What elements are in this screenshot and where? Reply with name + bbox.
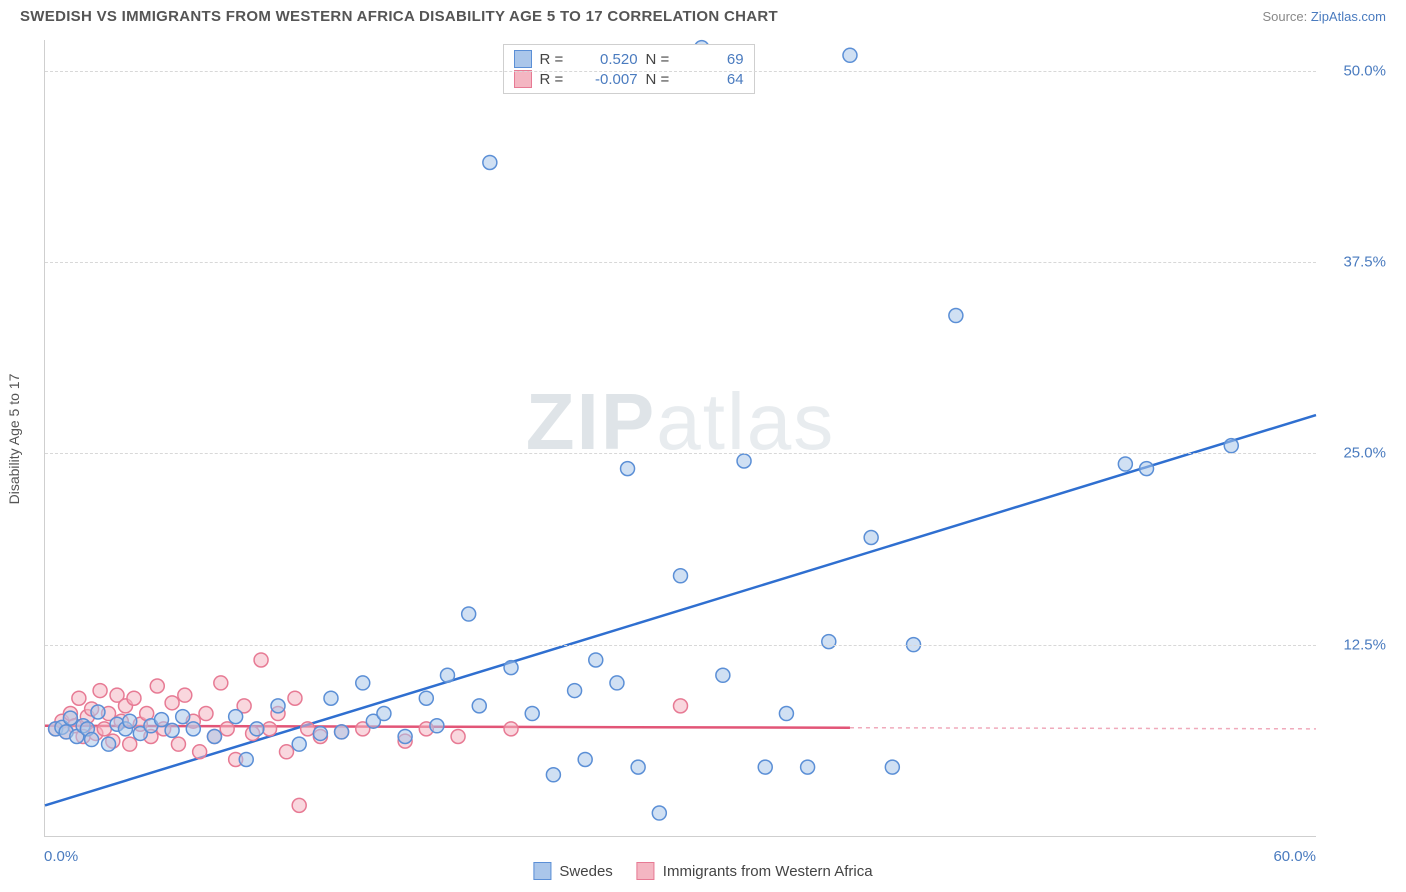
chart-area: Disability Age 5 to 17 ZIPatlas R = 0.52… bbox=[44, 40, 1316, 837]
x-tick-max: 60.0% bbox=[1273, 848, 1316, 865]
legend-label-swedes: Swedes bbox=[559, 863, 612, 880]
source-link[interactable]: ZipAtlas.com bbox=[1311, 9, 1386, 24]
source-prefix: Source: bbox=[1262, 9, 1310, 24]
chart-title: SWEDISH VS IMMIGRANTS FROM WESTERN AFRIC… bbox=[20, 8, 778, 25]
r-label: R = bbox=[540, 71, 570, 88]
y-tick-label: 37.5% bbox=[1326, 253, 1386, 270]
legend-item-swedes: Swedes bbox=[533, 862, 612, 880]
chart-header: SWEDISH VS IMMIGRANTS FROM WESTERN AFRIC… bbox=[0, 0, 1406, 29]
n-value-swedes: 69 bbox=[684, 51, 744, 68]
y-tick-label: 50.0% bbox=[1326, 62, 1386, 79]
legend-label-immigrants: Immigrants from Western Africa bbox=[663, 863, 873, 880]
legend-row-swedes: R = 0.520 N = 69 bbox=[514, 49, 744, 69]
swatch-immigrants bbox=[514, 70, 532, 88]
x-tick-min: 0.0% bbox=[44, 848, 78, 865]
swatch-immigrants-icon bbox=[637, 862, 655, 880]
legend-item-immigrants: Immigrants from Western Africa bbox=[637, 862, 873, 880]
n-label: N = bbox=[646, 51, 676, 68]
source-attribution: Source: ZipAtlas.com bbox=[1262, 9, 1386, 24]
r-value-immigrants: -0.007 bbox=[578, 71, 638, 88]
y-tick-label: 25.0% bbox=[1326, 445, 1386, 462]
r-label: R = bbox=[540, 51, 570, 68]
correlation-legend: R = 0.520 N = 69 R = -0.007 N = 64 bbox=[503, 44, 755, 94]
series-legend: Swedes Immigrants from Western Africa bbox=[533, 862, 872, 880]
swatch-swedes bbox=[514, 50, 532, 68]
y-axis-label: Disability Age 5 to 17 bbox=[6, 373, 22, 504]
n-value-immigrants: 64 bbox=[684, 71, 744, 88]
n-label: N = bbox=[646, 71, 676, 88]
swatch-swedes-icon bbox=[533, 862, 551, 880]
legend-row-immigrants: R = -0.007 N = 64 bbox=[514, 69, 744, 89]
r-value-swedes: 0.520 bbox=[578, 51, 638, 68]
y-tick-label: 12.5% bbox=[1326, 636, 1386, 653]
plot-region: ZIPatlas R = 0.520 N = 69 R = -0.007 N =… bbox=[44, 40, 1316, 837]
scatter-svg bbox=[45, 40, 1316, 836]
